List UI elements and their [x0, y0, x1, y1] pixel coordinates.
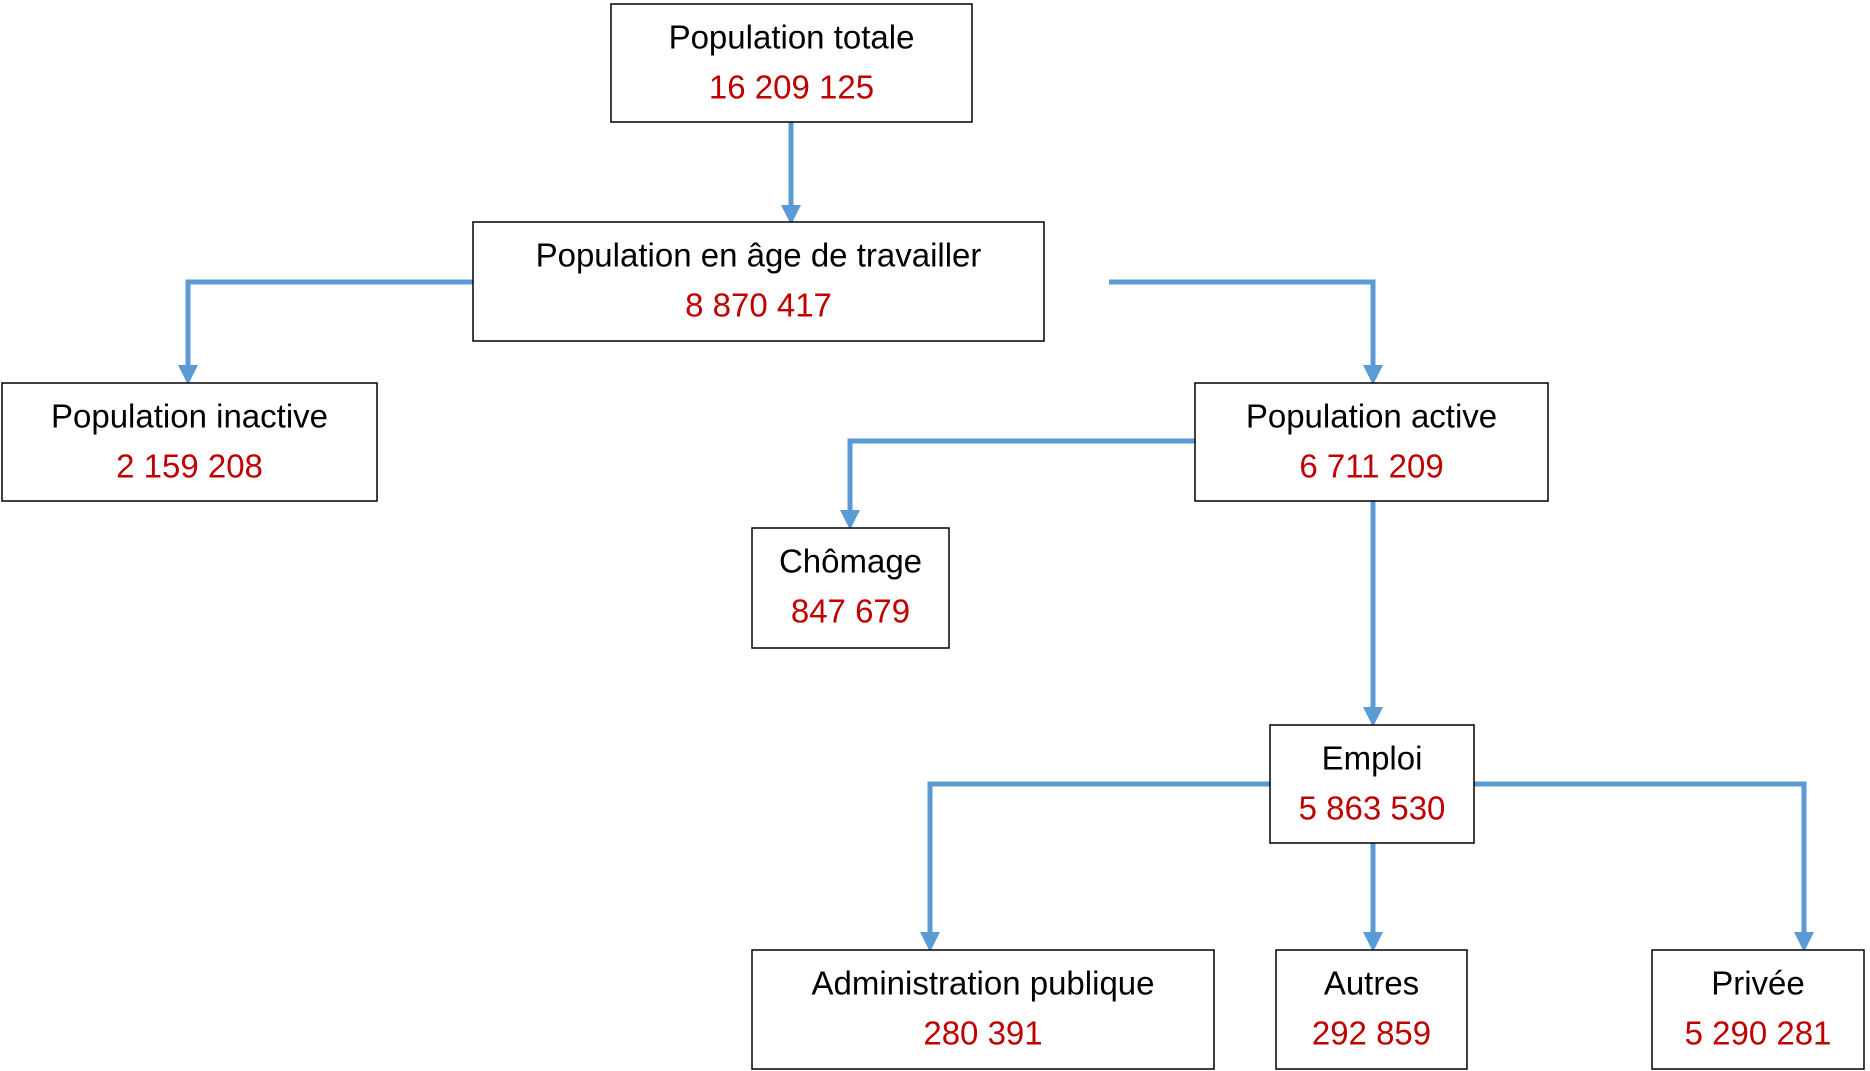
node-value: 5 290 281 [1685, 1015, 1832, 1052]
arrow [920, 781, 1270, 952]
node-box [610, 3, 973, 123]
node: Autres 292 859 [1275, 949, 1468, 1070]
node-value: 6 711 209 [1299, 448, 1443, 485]
node-box [1651, 949, 1865, 1070]
node-value: 2 159 208 [116, 448, 263, 485]
node: Population en âge de travailler 8 870 417 [472, 221, 1045, 342]
node-value: 280 391 [923, 1015, 1042, 1052]
node-box [751, 949, 1215, 1070]
node-label: Population totale [669, 19, 915, 56]
node-box [1, 382, 378, 502]
node: Privée 5 290 281 [1651, 949, 1865, 1070]
arrow [1109, 279, 1383, 385]
node-value: 16 209 125 [709, 69, 874, 106]
arrow [840, 438, 1195, 530]
arrow [178, 279, 473, 385]
node-label: Population inactive [51, 398, 328, 435]
node-value: 5 863 530 [1299, 790, 1446, 827]
node-label: Administration publique [811, 965, 1154, 1002]
connectors [178, 122, 1814, 952]
node-label: Privée [1711, 965, 1805, 1002]
node-box [472, 221, 1045, 342]
node-label: Chômage [779, 543, 922, 580]
node-box [1194, 382, 1549, 502]
node: Population totale 16 209 125 [610, 3, 973, 123]
arrow [1474, 781, 1814, 952]
node-box [1269, 724, 1475, 844]
node-box [751, 527, 950, 649]
node-label: Emploi [1322, 740, 1423, 777]
node-value: 8 870 417 [685, 287, 832, 324]
node: Emploi 5 863 530 [1269, 724, 1475, 844]
node-box [1275, 949, 1468, 1070]
node-label: Population en âge de travailler [536, 237, 982, 274]
node-label: Autres [1324, 965, 1419, 1002]
node: Chômage 847 679 [751, 527, 950, 649]
node: Administration publique 280 391 [751, 949, 1215, 1070]
node-value: 292 859 [1312, 1015, 1431, 1052]
nodes: Population totale 16 209 125 Population en… [1, 3, 1865, 1070]
node-value: 847 679 [791, 593, 910, 630]
node: Population active 6 711 209 [1194, 382, 1549, 502]
node: Population inactive 2 159 208 [1, 382, 378, 502]
node-label: Population active [1246, 398, 1497, 435]
